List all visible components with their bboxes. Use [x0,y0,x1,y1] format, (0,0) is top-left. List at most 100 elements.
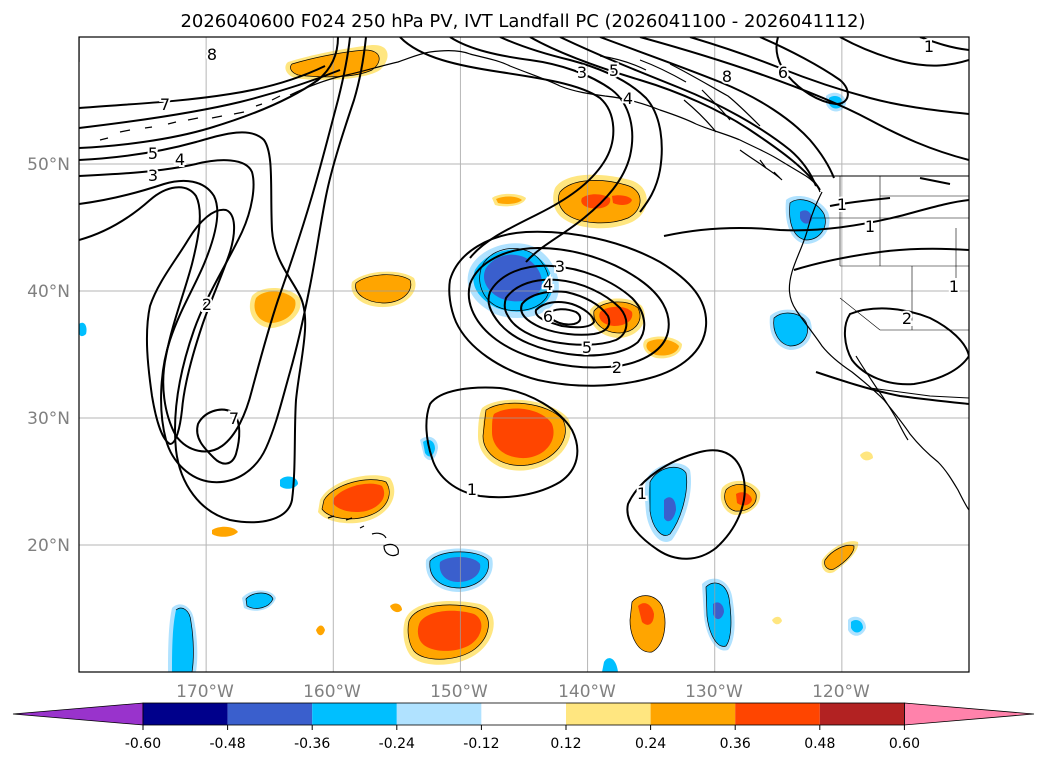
map-title: 2026040600 F024 250 hPa PV, IVT Landfall… [180,11,865,32]
us-west-coastline [788,191,969,511]
longitude-tick-labels: 170°W 160°W 150°W 140°W 130°W 120°W [176,682,870,702]
ivt-anomaly-positive-region [212,526,238,537]
colorbar-tick-label: -0.36 [294,736,330,752]
ivt-outline [321,479,390,520]
pv-contour [487,264,646,357]
pv-contours [79,37,969,560]
colorbar-tick-label: -0.48 [209,736,245,752]
colorbar-segment [735,703,820,725]
ivt-anomaly-positive-region [496,196,522,204]
ivt-anomaly-positive-region [492,408,554,459]
pv-contour-label: 1 [865,217,875,236]
aleutian-islands [99,95,281,141]
ivt-anomaly-positive-region [581,194,611,209]
pv-contour [919,37,969,51]
ivt-anomaly-positive-region [638,603,654,625]
pv-contour-labels: 8 7 5 4 3 2 7 3 5 4 8 6 1 1 1 1 2 3 4 6 [146,37,961,505]
ivt-outline [593,301,641,334]
pv-contour [79,69,341,129]
pv-contour [626,449,746,560]
ivt-outline [789,199,826,241]
colorbar-segment [143,703,228,725]
pv-contour [79,37,351,453]
colorbar-tick-label: 0.48 [804,736,835,752]
pv-contour [599,37,835,179]
lat-tick-label: 30°N [27,409,70,429]
pv-contour-label: 1 [924,37,934,56]
pv-contour [499,37,663,213]
colorbar-segment [650,703,736,725]
pv-contour [546,308,582,326]
ivt-anomaly-negative-region [483,254,542,302]
ivt-outline [479,248,550,312]
ivt-anomaly-positive-region [316,625,325,636]
lon-tick-label: 160°W [303,682,361,702]
ivt-outline [629,595,666,653]
pv-contour-label: 7 [160,95,170,114]
pv-contour-label: 4 [543,275,553,294]
pv-contour-label: 3 [577,63,587,82]
lat-tick-label: 50°N [27,155,70,175]
colorbar-segment [481,703,566,725]
ivt-outline [290,49,380,78]
ivt-anomaly-positive-region [290,50,380,77]
pv-contour [399,37,615,259]
ivt-anomaly-positive-region [860,451,873,461]
lon-tick-label: 130°W [685,682,743,702]
ivt-anomaly-positive-region [599,306,633,326]
colorbar-extend-low [12,702,144,726]
pv-contour-label: 1 [637,484,647,503]
pv-contour-label: 8 [722,67,732,86]
ivt-anomaly-positive-region [417,610,482,651]
colorbar-segment [396,703,482,725]
pv-contour-label: 6 [778,63,788,82]
map-panel: 8 7 5 4 3 2 7 3 5 4 8 6 1 1 1 1 2 3 4 6 [27,36,970,702]
colorbar-extend-high [904,702,1035,726]
pv-contour [196,408,241,465]
pv-contour [534,301,596,329]
colorbar-frame [142,702,905,726]
pv-contour [448,230,708,387]
pv-contour-label: 5 [582,338,592,357]
ivt-outline [245,592,274,609]
ivt-anomaly-positive-region [772,616,782,625]
lon-tick-label: 120°W [812,682,870,702]
ivt-outline [773,312,808,347]
ivt-anomaly-positive-region [824,545,855,570]
pv-contour-label: 1 [949,277,959,296]
ivt-anomaly-negative-region [246,593,273,609]
ivt-anomaly-positive-region [612,195,632,205]
graticule [79,37,969,672]
colorbar-segment [819,703,905,725]
bc-coastline [739,149,783,181]
colorbar-tick-label: -0.24 [379,736,415,752]
us-mexico-border [869,387,969,399]
ivt-outline [175,607,194,672]
lon-tick-label: 150°W [430,682,488,702]
ivt-anomaly-negative-region [773,313,808,346]
ivt-outline [649,466,687,536]
pv-contour-label: 8 [207,45,217,64]
pv-contour [425,386,579,499]
colorbar-segment [566,703,651,725]
ivt-anomaly-negative-region [79,322,87,337]
pv-contour-label: 7 [229,409,239,428]
pv-contour-label: 3 [555,257,565,276]
pv-contour [520,290,611,336]
colorbar-tick-label: 0.12 [550,736,581,752]
pv-contour [829,177,951,207]
pv-contour [449,37,634,263]
ivt-outline [724,484,757,512]
ivt-outline [558,180,641,224]
coastlines [79,37,969,557]
ivt-contour-outlines [175,49,855,672]
pv-contour-label: 3 [148,166,158,185]
lon-tick-label: 140°W [558,682,616,702]
ivt-anomaly-negative-region [602,658,618,672]
pv-contour-label: 6 [543,307,553,326]
pv-contour-label: 5 [148,144,158,163]
pv-contour-label: 4 [175,150,185,169]
pv-contour [815,371,969,405]
pv-contour [79,37,367,484]
pv-contour [529,37,821,191]
